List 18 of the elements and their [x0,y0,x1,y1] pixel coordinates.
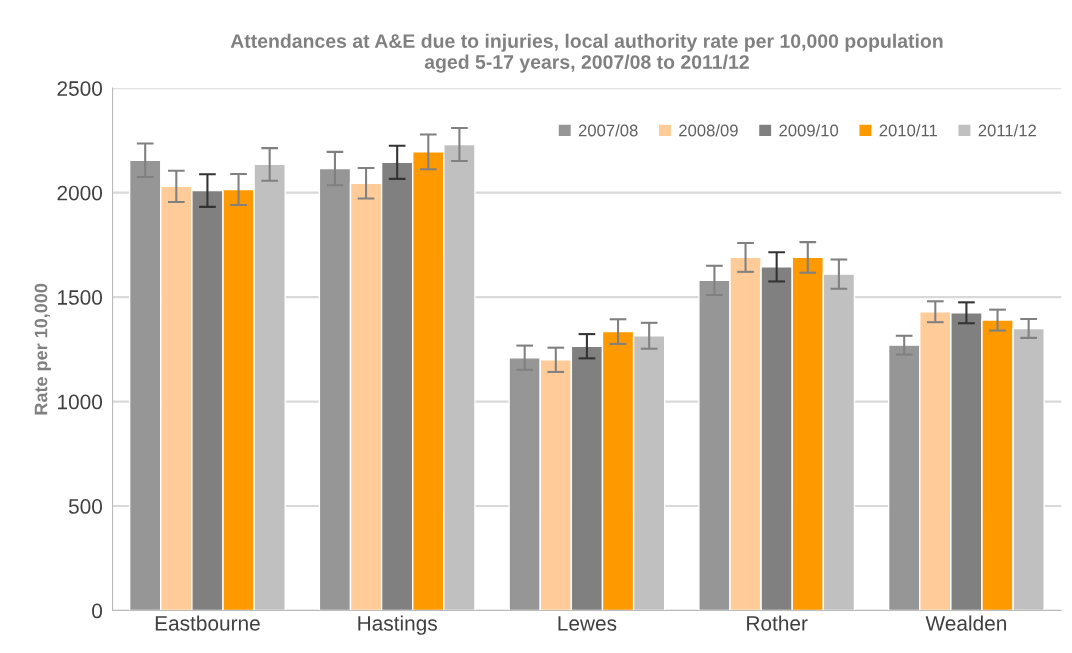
x-tick-label: Wealden [925,615,1006,631]
legend-label: 2011/12 [978,124,1036,137]
y-tick-label: 500 [68,499,103,514]
y-tick-label: 1500 [58,290,103,305]
x-tick-label: Eastbourne [155,615,260,631]
y-tick-label: 2000 [57,185,103,201]
legend-label: 2007/08 [578,124,638,137]
y-tick-label: 1000 [58,394,103,410]
legend-label: 2010/11 [879,124,937,137]
chart-title: Attendances at A&E due to injuries, local authority rate per 10,000 population aged 5-17 years, 2007/08 to 2011/12 [230,33,943,73]
x-tick-label: Hastings [358,615,437,635]
y-tick-label: 2500 [57,81,103,96]
legend-label: 2008/09 [679,124,738,137]
x-tick-label: Lewes [558,616,617,631]
legend-label: 2009/10 [779,124,839,137]
x-tick-label: Rother [747,615,808,631]
y-tick-label: 0 [92,603,103,619]
y-axis-title: Rate per 10,000 [34,283,51,415]
